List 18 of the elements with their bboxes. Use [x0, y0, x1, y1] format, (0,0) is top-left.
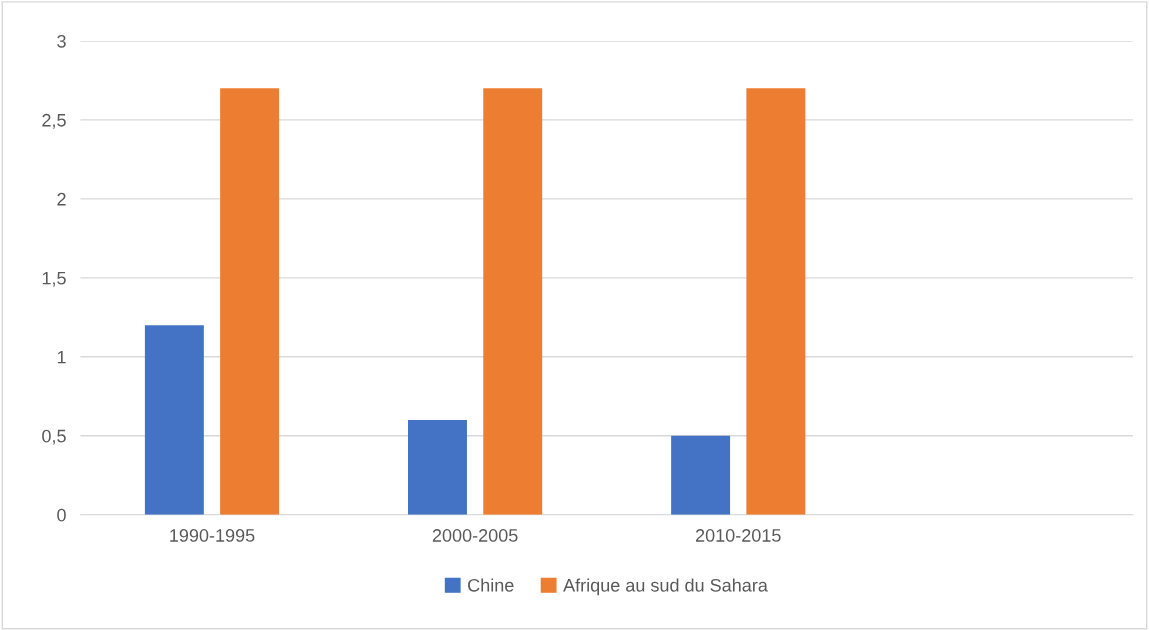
y-tick-label: 3: [57, 34, 66, 48]
y-tick-label: 2: [57, 192, 66, 206]
bar: [671, 435, 731, 515]
legend-label: Chine: [468, 578, 514, 592]
y-tick-label: 1: [57, 350, 66, 364]
bar: [746, 88, 806, 515]
y-tick-label: 1,5: [42, 271, 66, 287]
bar: [483, 88, 543, 515]
y-tick-label: 0: [57, 508, 66, 522]
bar: [144, 325, 204, 515]
bar: [220, 88, 280, 515]
legend-label: Afrique au sud du Sahara: [563, 578, 768, 596]
y-tick-label: 2,5: [42, 113, 66, 129]
x-tick-label: 2000-2005: [432, 529, 518, 542]
x-tick-label: 1990-1995: [170, 529, 255, 542]
bar: [408, 419, 467, 515]
x-tick-label: 2010-2015: [695, 529, 781, 542]
y-tick-label: 0,5: [42, 429, 66, 445]
